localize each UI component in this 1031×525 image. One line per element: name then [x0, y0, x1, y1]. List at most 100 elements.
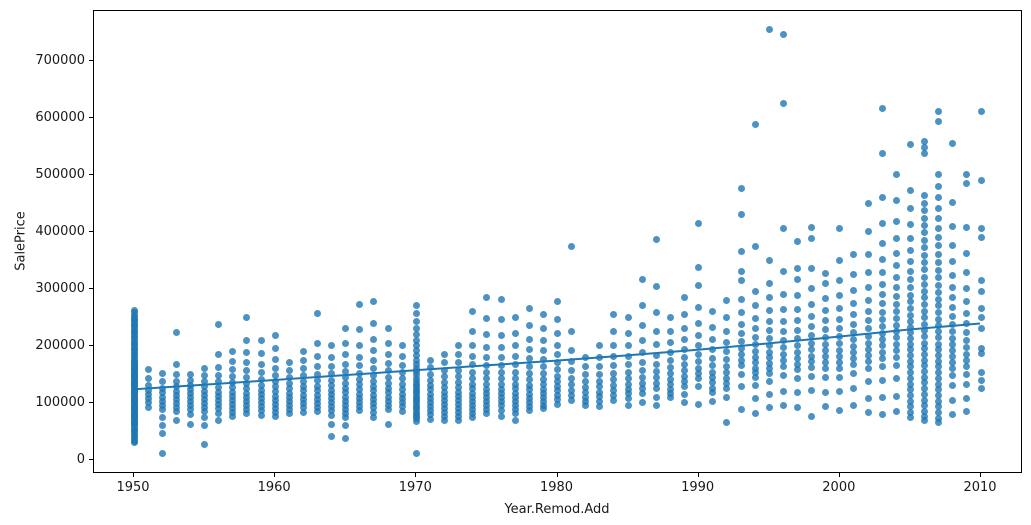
scatter-point	[328, 342, 336, 350]
y-tick-mark	[89, 59, 93, 61]
scatter-point	[215, 416, 223, 424]
scatter-point	[977, 107, 985, 115]
scatter-point	[582, 402, 590, 410]
y-tick-label: 600000	[35, 109, 85, 125]
scatter-point	[511, 401, 519, 409]
scatter-point	[525, 402, 533, 410]
scatter-point	[398, 390, 406, 398]
scatter-point	[963, 309, 971, 317]
scatter-point	[921, 390, 929, 398]
scatter-point	[257, 407, 265, 415]
scatter-point	[963, 370, 971, 378]
scatter-point	[172, 403, 180, 411]
scatter-point	[257, 350, 265, 358]
scatter-point	[921, 266, 929, 274]
scatter-point	[158, 369, 166, 377]
scatter-point	[483, 406, 491, 414]
scatter-point	[624, 394, 632, 402]
scatter-point	[370, 357, 378, 365]
scatter-point	[610, 352, 618, 360]
scatter-point	[144, 366, 152, 374]
scatter-point	[398, 403, 406, 411]
scatter-point	[483, 394, 491, 402]
scatter-point	[441, 408, 449, 416]
scatter-point	[356, 362, 364, 370]
scatter-point	[554, 298, 561, 306]
scatter-point	[483, 361, 491, 369]
scatter-point	[554, 392, 561, 399]
scatter-point	[384, 397, 392, 405]
scatter-point	[525, 390, 533, 398]
scatter-point	[723, 327, 731, 335]
scatter-point	[892, 249, 900, 257]
scatter-point	[906, 276, 914, 284]
scatter-point	[892, 300, 900, 308]
scatter-point	[963, 336, 971, 344]
scatter-point	[441, 396, 449, 404]
scatter-point	[892, 196, 900, 204]
scatter-point	[949, 364, 957, 372]
x-tick-label: 2010	[963, 480, 997, 495]
scatter-point	[370, 396, 378, 403]
scatter-point	[186, 394, 194, 402]
scatter-point	[426, 394, 434, 402]
scatter-point	[370, 403, 378, 411]
scatter-point	[850, 328, 858, 336]
scatter-point	[497, 413, 505, 421]
scatter-point	[398, 398, 406, 406]
scatter-point	[568, 396, 576, 404]
scatter-point	[497, 398, 505, 406]
scatter-point	[215, 405, 223, 413]
scatter-point	[271, 400, 279, 408]
scatter-point	[723, 419, 731, 427]
scatter-point	[921, 229, 929, 237]
scatter-point	[158, 393, 166, 401]
scatter-point	[793, 275, 801, 283]
scatter-point	[539, 310, 547, 318]
scatter-point	[878, 410, 886, 418]
scatter-point	[695, 303, 703, 311]
scatter-point	[892, 392, 900, 400]
scatter-point	[342, 405, 350, 413]
scatter-point	[342, 393, 350, 401]
scatter-point	[921, 314, 929, 322]
scatter-point	[201, 388, 209, 396]
scatter-point	[243, 389, 251, 397]
scatter-point	[906, 205, 914, 213]
scatter-point	[709, 397, 717, 405]
scatter-point	[709, 336, 717, 344]
scatter-point	[681, 383, 689, 391]
scatter-point	[539, 398, 547, 406]
scatter-point	[271, 388, 279, 396]
scatter-point	[130, 439, 138, 447]
scatter-point	[864, 332, 872, 340]
scatter-point	[638, 322, 646, 330]
scatter-point	[892, 407, 900, 415]
scatter-point	[342, 414, 350, 422]
scatter-point	[695, 401, 703, 409]
scatter-point	[709, 354, 717, 362]
scatter-point	[568, 346, 576, 354]
scatter-point	[906, 392, 914, 399]
scatter-point	[949, 241, 957, 249]
scatter-point	[666, 348, 674, 356]
scatter-point	[935, 233, 943, 241]
scatter-point	[681, 390, 689, 398]
scatter-point	[356, 353, 364, 361]
x-tick-label: 1980	[539, 480, 574, 495]
scatter-point	[243, 401, 251, 409]
scatter-point	[370, 408, 378, 416]
scatter-point	[864, 296, 872, 304]
scatter-point	[864, 269, 872, 277]
scatter-point	[850, 402, 858, 410]
scatter-point	[935, 414, 943, 422]
scatter-point	[186, 421, 194, 429]
x-tick-mark	[274, 473, 276, 477]
scatter-point	[836, 225, 844, 233]
scatter-point	[935, 419, 943, 427]
scatter-point	[892, 170, 900, 178]
scatter-point	[850, 369, 858, 377]
scatter-point	[483, 402, 491, 410]
scatter-point	[299, 396, 307, 403]
scatter-point	[949, 320, 957, 328]
